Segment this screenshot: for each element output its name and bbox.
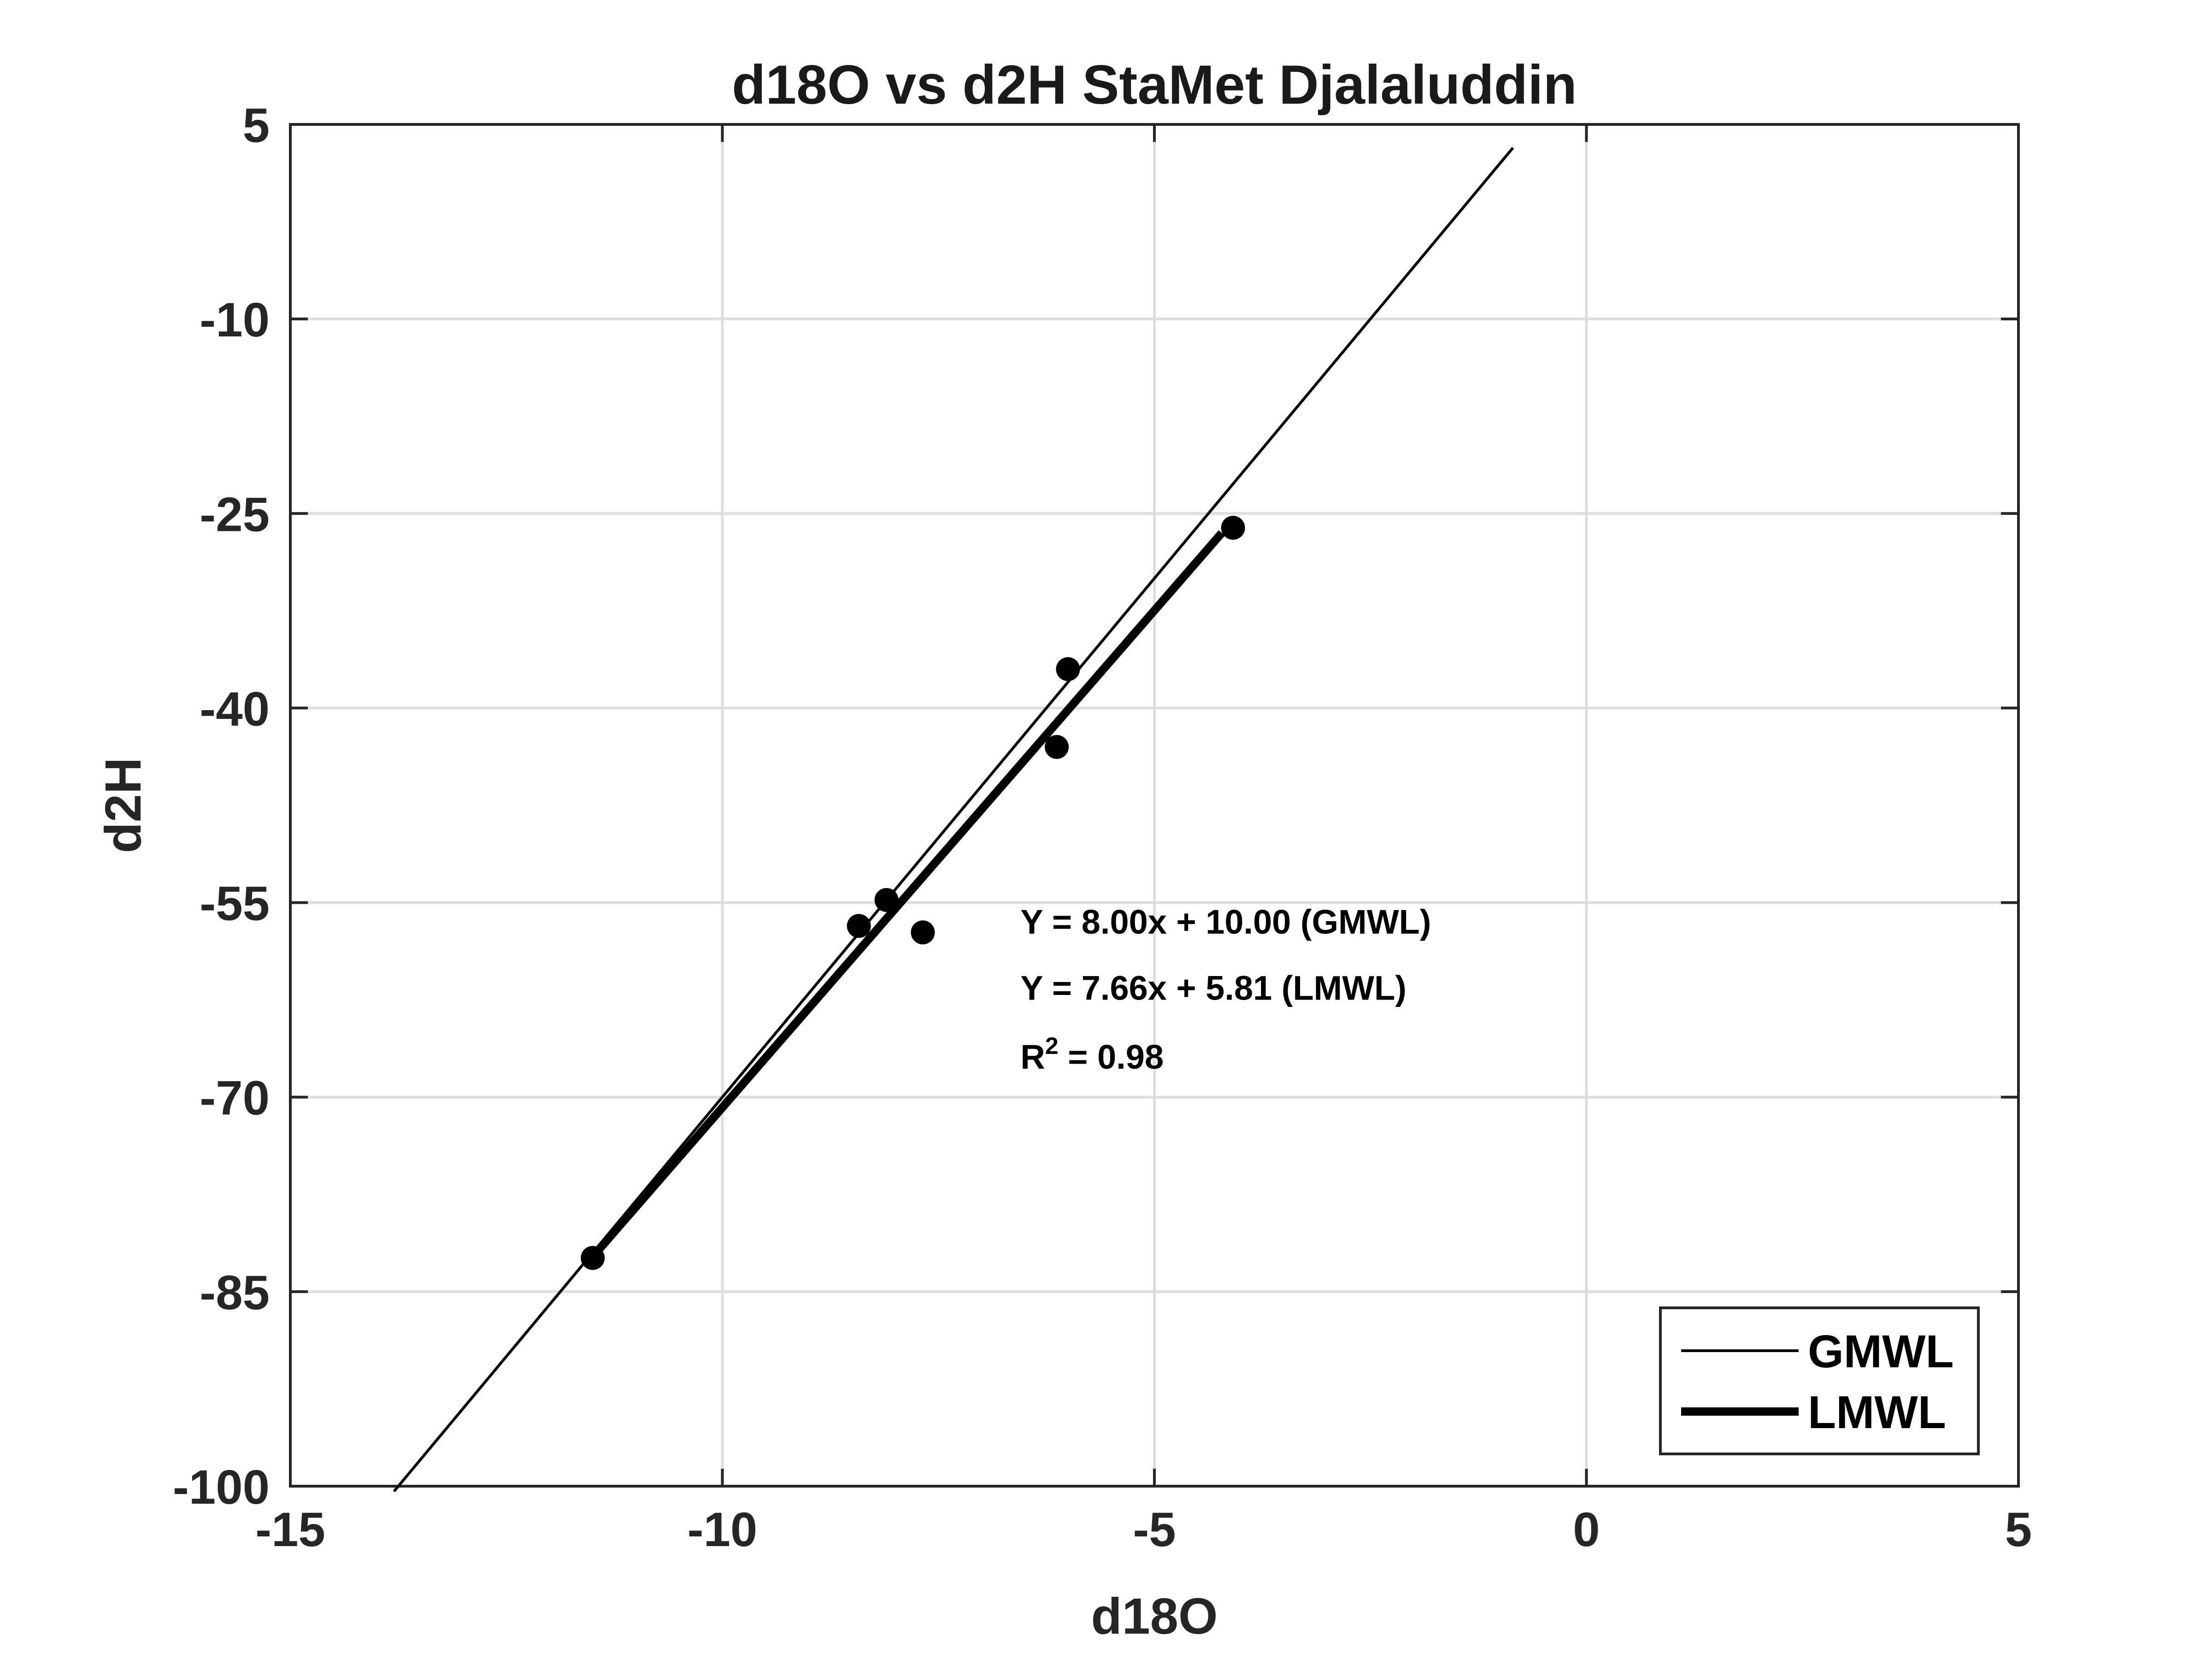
legend-label-gmwl: GMWL (1808, 1326, 1954, 1377)
y-axis-label: d2H (95, 758, 152, 853)
data-point-6 (1221, 516, 1245, 540)
legend: GMWL LMWL (1659, 1306, 1980, 1455)
series-line-lmwl (589, 530, 1225, 1259)
x-tick-label-0: -15 (255, 1503, 325, 1557)
data-point-1 (847, 914, 871, 938)
equation-annotation-2: R2 = 0.98 (1020, 1033, 1164, 1076)
y-tick-label-7: -100 (173, 1460, 270, 1514)
data-point-3 (911, 920, 935, 945)
x-tick-label-4: 5 (2005, 1503, 2032, 1557)
x-tick-labels: -15 -10 -5 0 5 (255, 1503, 2032, 1557)
x-tick-label-1: -10 (688, 1503, 758, 1557)
legend-box (1659, 1306, 1980, 1455)
x-tick-label-3: 0 (1573, 1503, 1600, 1557)
y-tick-label-2: -25 (200, 488, 270, 541)
y-tick-label-3: -40 (200, 682, 270, 736)
equation-annotation-0: Y = 8.00x + 10.00 (GMWL) (1020, 903, 1431, 941)
equation-annotation-1: Y = 7.66x + 5.81 (LMWL) (1020, 969, 1406, 1007)
annotations: Y = 8.00x + 10.00 (GMWL) Y = 7.66x + 5.81… (1020, 903, 1431, 1076)
x-axis-label: d18O (1091, 1588, 1218, 1645)
series-line-gmwl (393, 147, 1514, 1493)
chart-title: d18O vs d2H StaMet Djalaluddin (732, 54, 1577, 116)
grid (290, 124, 2018, 1486)
data-point-2 (874, 888, 899, 912)
y-tick-label-6: -85 (200, 1266, 270, 1320)
data-point-4 (1045, 735, 1069, 759)
x-tick-label-2: -5 (1133, 1503, 1176, 1557)
tick-marks (289, 123, 2020, 1488)
data-point-0 (581, 1246, 605, 1270)
y-tick-label-1: -10 (200, 293, 270, 347)
y-tick-label-0: 5 (243, 99, 270, 153)
y-tick-label-4: -55 (200, 877, 270, 931)
data-point-5 (1056, 657, 1080, 681)
legend-label-lmwl: LMWL (1808, 1387, 1946, 1438)
series-lines (393, 147, 1514, 1493)
data-points (581, 516, 1245, 1270)
y-tick-label-5: -70 (200, 1071, 270, 1125)
y-tick-labels: 5 -10 -25 -40 -55 -70 -85 -100 (173, 99, 270, 1514)
